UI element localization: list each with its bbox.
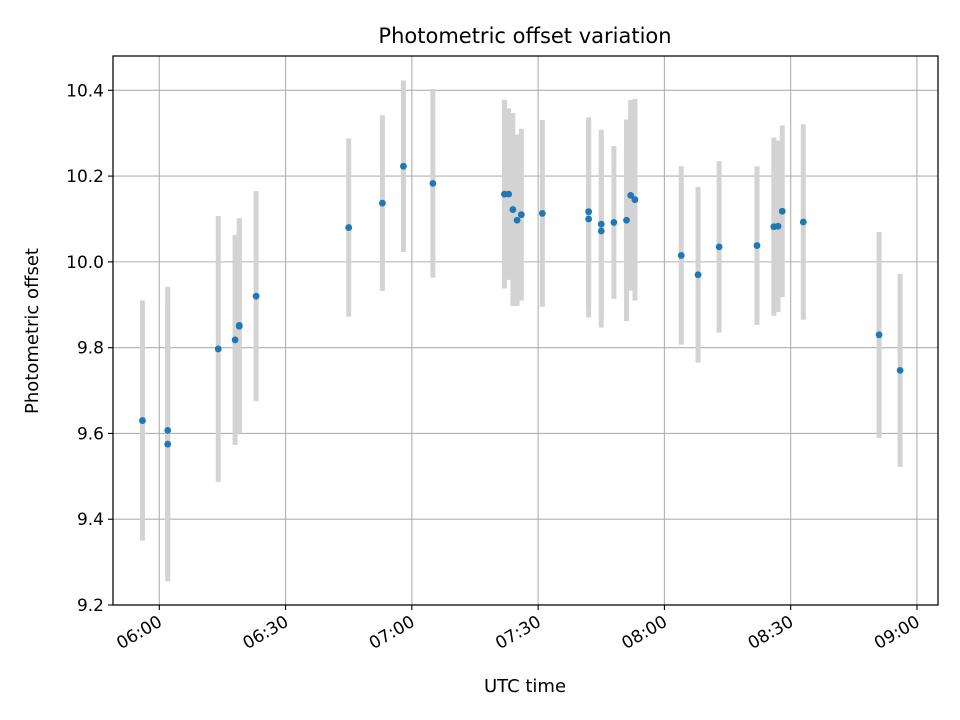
data-point [597,227,605,235]
data-point [235,321,243,329]
data-point [774,222,782,230]
data-point [778,207,786,215]
data-point [585,215,593,223]
data-point [214,345,222,353]
data-point [585,208,593,216]
data-point [231,336,239,344]
data-point [429,179,437,187]
data-point [677,252,685,259]
plot-frame [112,55,939,606]
chart-title: Photometric offset variation [378,24,671,48]
data-point [513,216,521,224]
data-point [694,271,702,279]
data-point [505,190,513,198]
y-tick-label: 9.4 [77,510,104,530]
data-point [610,219,618,226]
y-tick-label: 9.6 [77,424,104,444]
y-tick-label: 10.4 [66,81,104,101]
y-tick-label: 9.2 [77,596,104,616]
y-tick-label: 10.2 [66,167,104,187]
data-point [139,417,146,424]
data-point [164,440,172,448]
data-point [345,224,353,231]
y-axis-ticks: 9.2 9.4 9.6 9.8 10.0 10.2 10.4 [66,81,113,616]
data-point [627,191,635,199]
data-point [538,210,546,217]
data-point [715,243,723,251]
data-point [378,199,386,207]
data-point [753,242,761,249]
y-tick-label: 9.8 [77,339,104,359]
data-point [400,162,407,170]
data-point [623,216,630,224]
data-point [164,427,172,434]
data-point [799,218,807,226]
y-tick-label: 10.0 [66,253,104,273]
data-point [517,211,525,219]
data-points [139,162,904,448]
data-point [509,206,517,213]
data-point [875,331,883,339]
data-point [631,196,639,204]
x-axis-label: UTC time [484,676,566,697]
data-point [252,292,260,300]
data-point [896,366,904,374]
y-axis-label: Photometric offset [22,248,43,414]
data-point [597,220,605,228]
